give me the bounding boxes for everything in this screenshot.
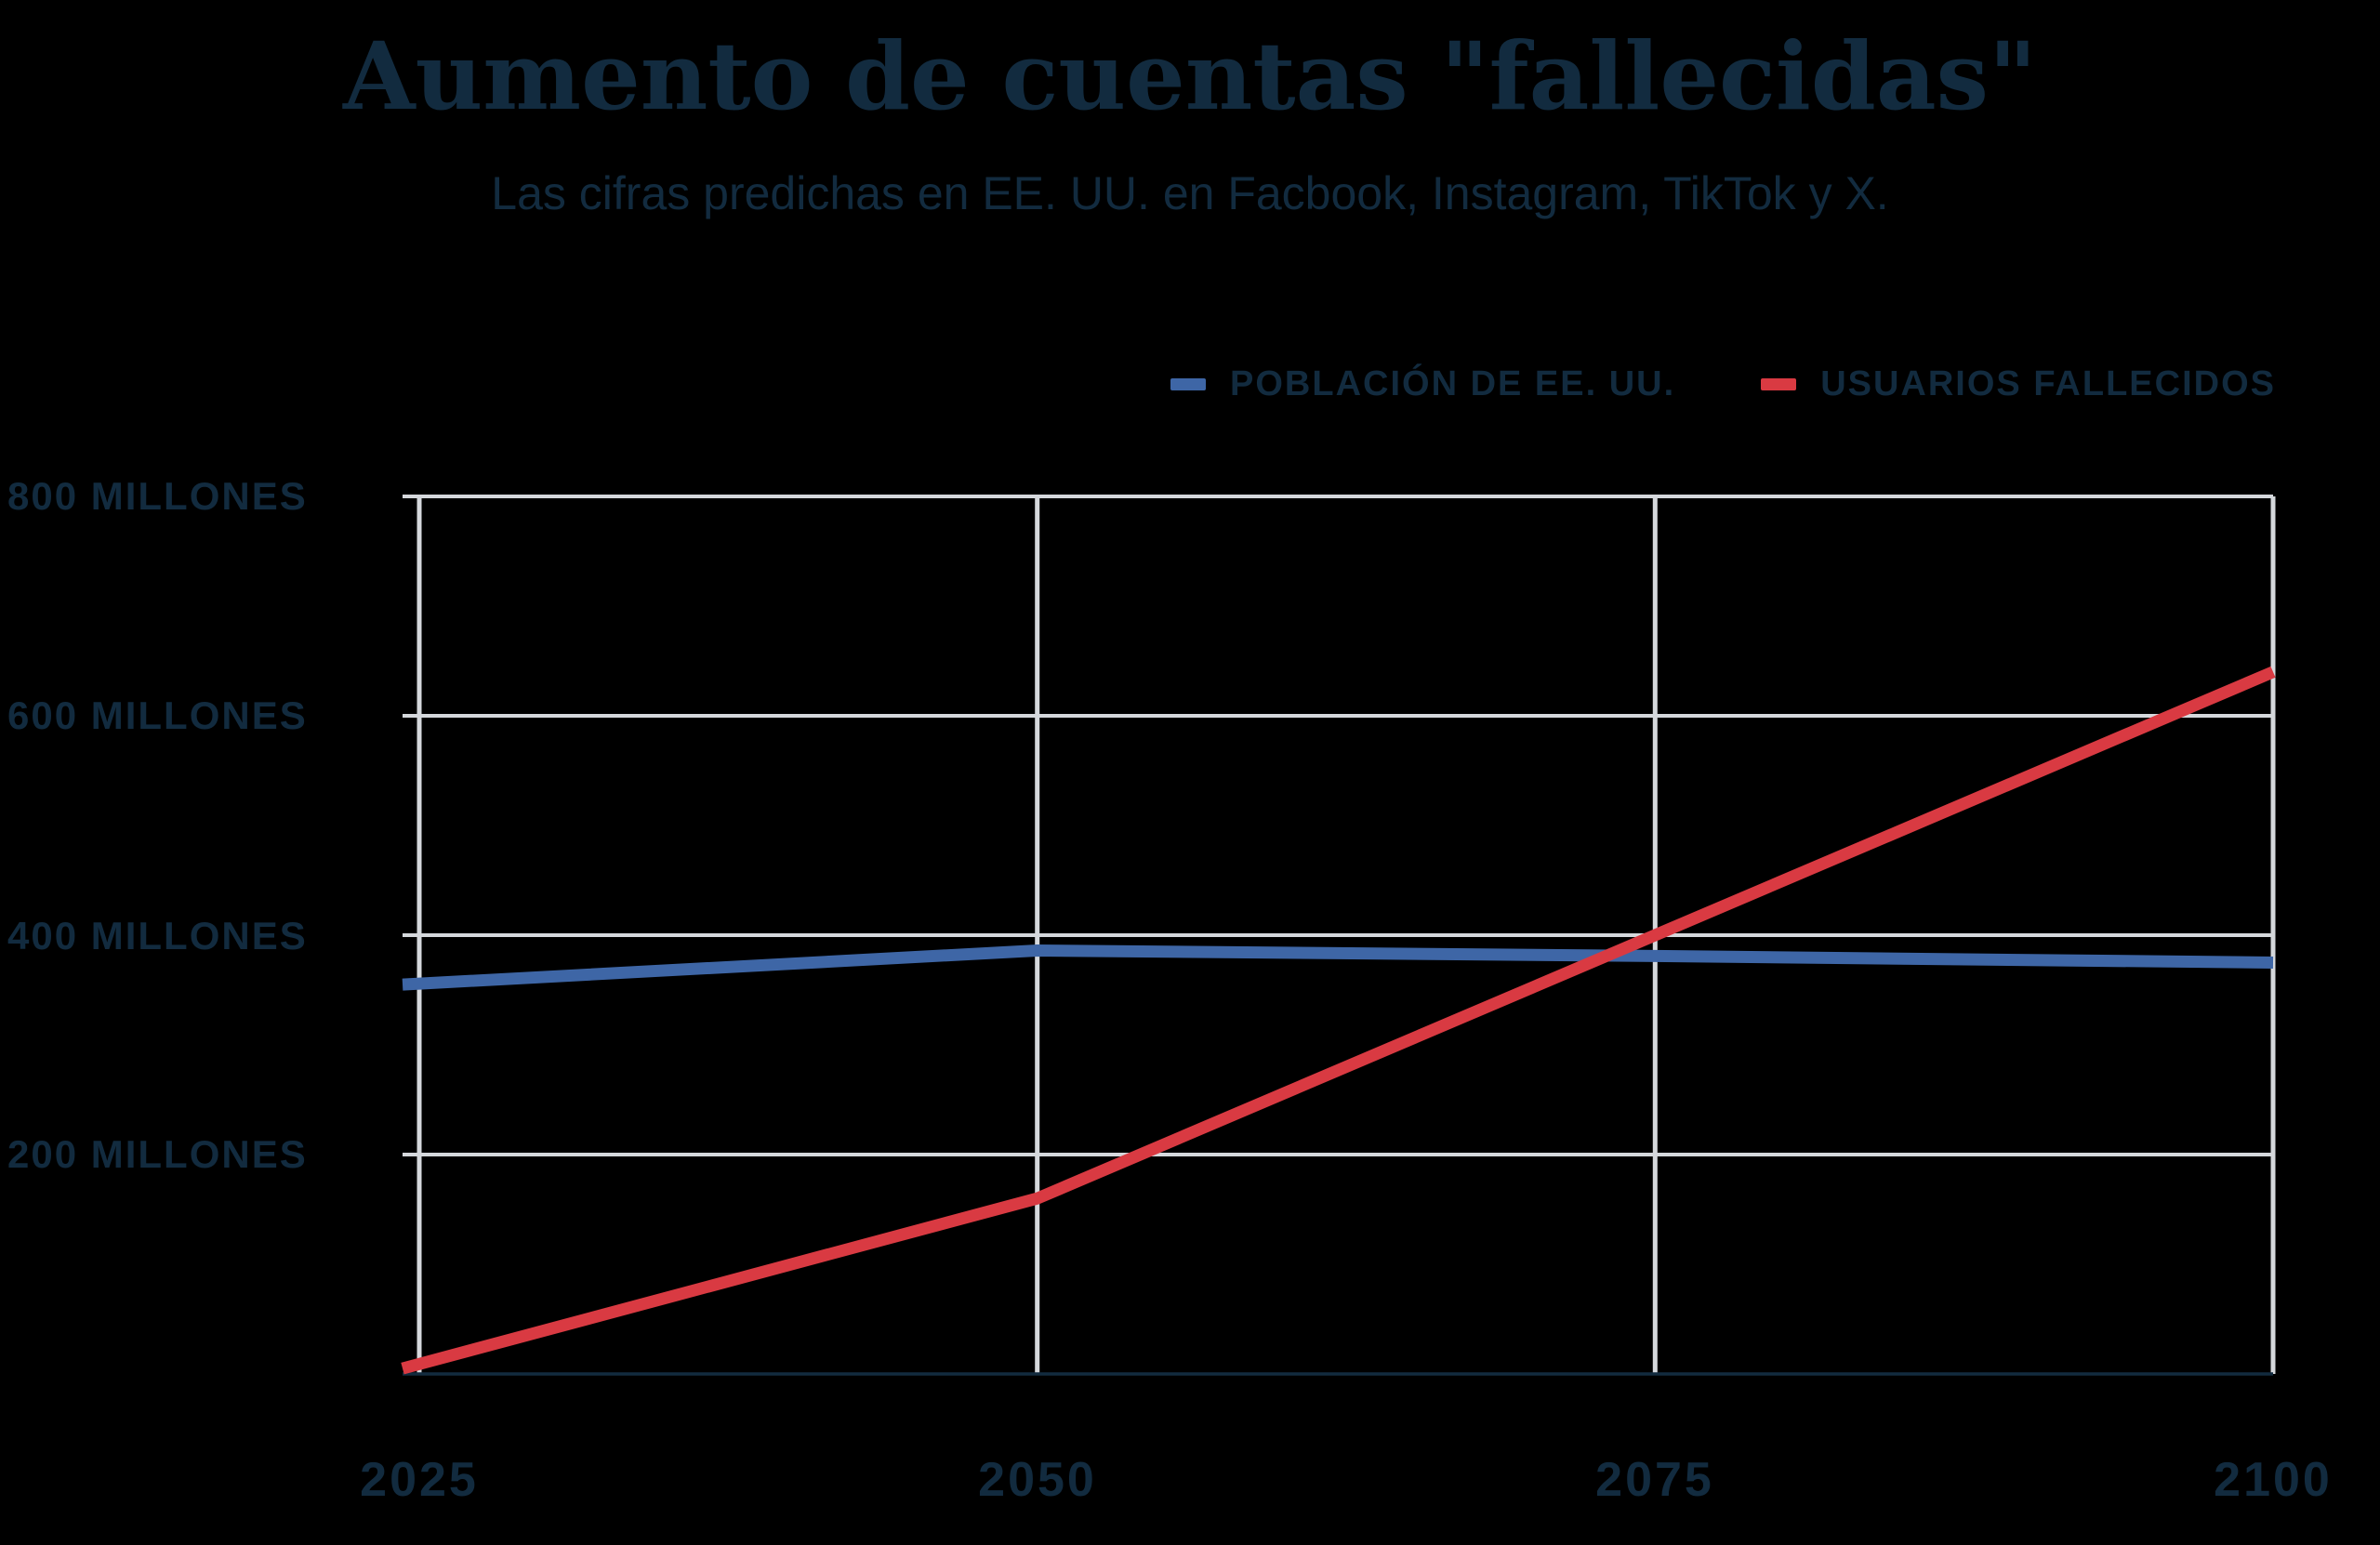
x-tick-label-2050: 2050 [978, 1453, 1097, 1507]
x-tick-label-2100: 2100 [2214, 1453, 2333, 1507]
plot-area [401, 495, 2276, 1376]
population-line [402, 944, 2274, 991]
deceased-users-legend-swatch [1761, 378, 1797, 390]
x-tick-label-2025: 2025 [360, 1453, 479, 1507]
legend: POBLACIÓN DE EE. UU. USUARIOS FALLECIDOS [1170, 364, 2276, 404]
deceased-users-legend-label: USUARIOS FALLECIDOS [1820, 364, 2276, 403]
legend-item-population: POBLACIÓN DE EE. UU. [1170, 364, 1675, 404]
page-title: Aumento de cuentas "fallecidas" [342, 21, 2038, 131]
y-tick-label-200: 200 MILLONES [7, 1132, 308, 1176]
population-legend-label: POBLACIÓN DE EE. UU. [1230, 364, 1676, 403]
line-chart [401, 495, 2276, 1376]
x-tick-label-2075: 2075 [1595, 1453, 1714, 1507]
deceased-users-line [401, 666, 2276, 1375]
y-tick-label-400: 400 MILLONES [7, 914, 308, 957]
y-tick-label-800: 800 MILLONES [7, 474, 308, 518]
y-tick-label-600: 600 MILLONES [7, 693, 308, 737]
page-subtitle: Las cifras predichas en EE. UU. en Facbo… [491, 167, 1889, 219]
legend-item-deceased-users: USUARIOS FALLECIDOS [1761, 364, 2276, 404]
population-legend-swatch [1170, 378, 1207, 390]
